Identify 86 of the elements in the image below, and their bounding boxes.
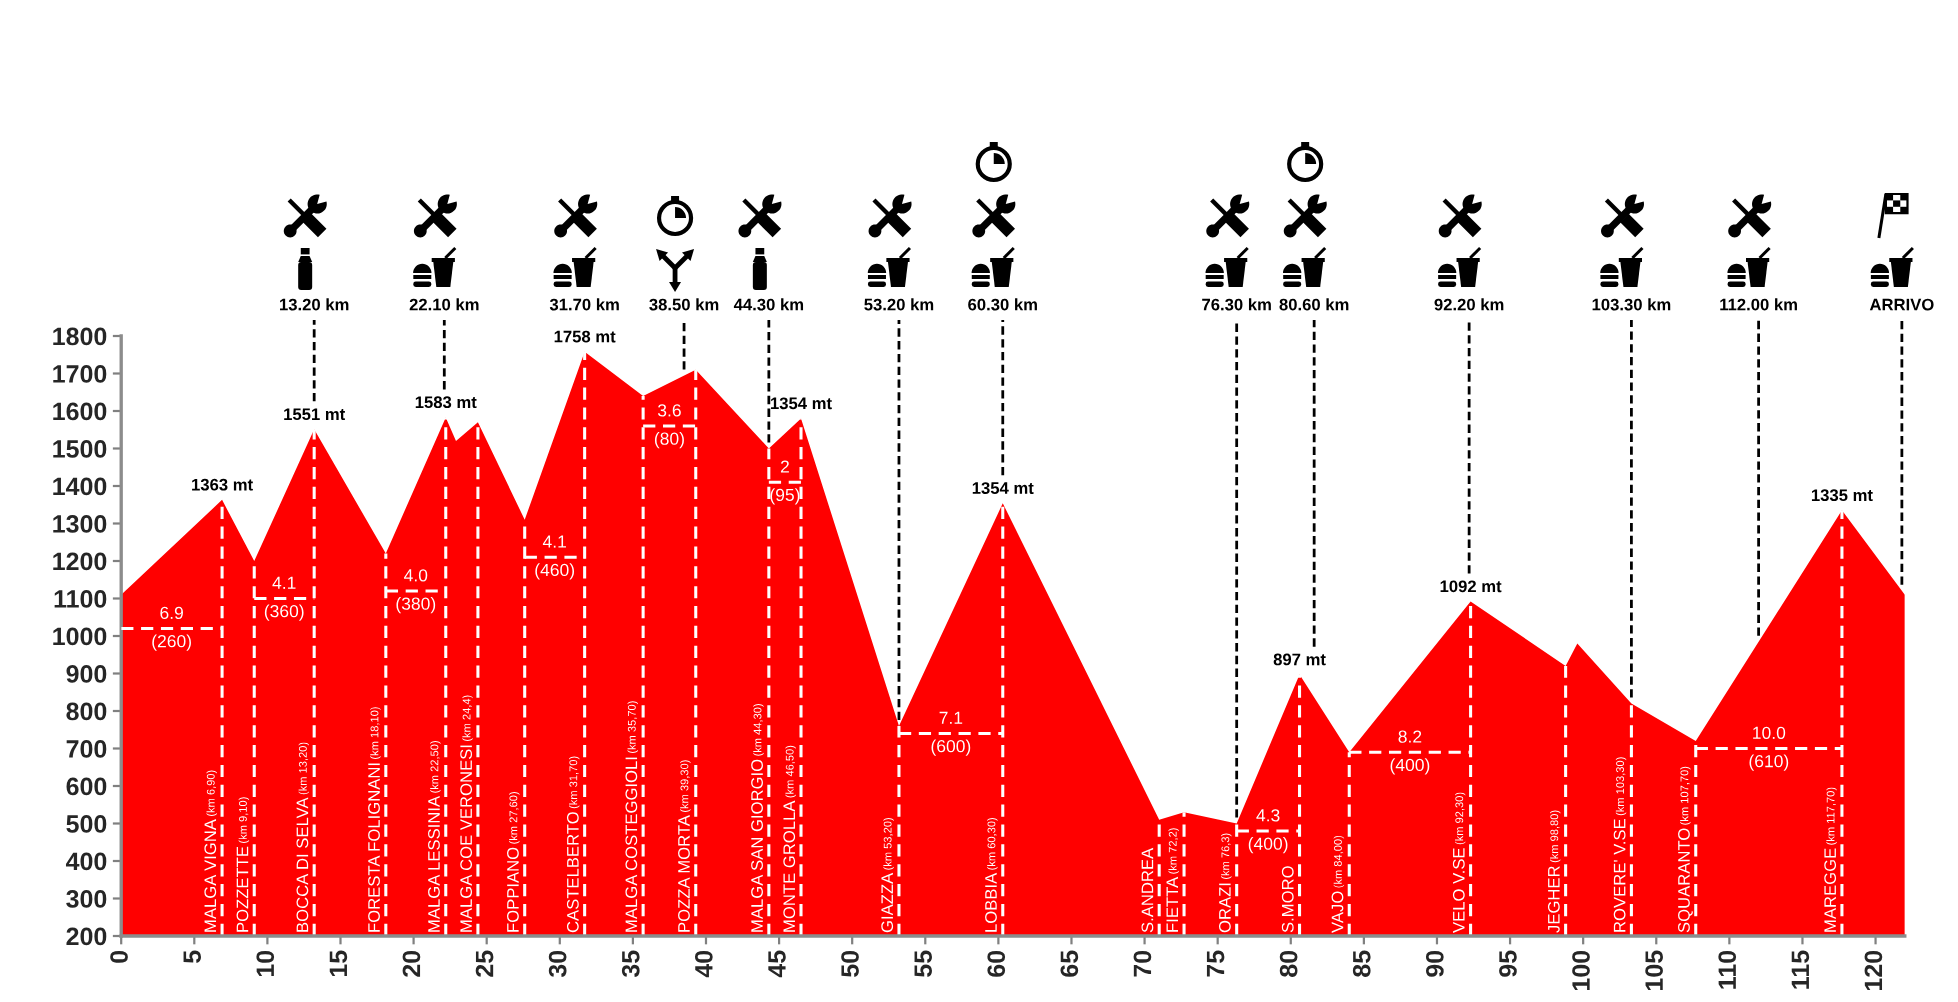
annotation: 897 mt [1273, 653, 1326, 666]
y-tick-label: 400 [65, 852, 107, 871]
annotation: 10.0 [1753, 726, 1786, 740]
x-tick-label: 70 [1133, 950, 1152, 977]
y-tick-label: 800 [66, 702, 107, 721]
annotation: 4.3 [1256, 809, 1280, 822]
x-tick-label: 50 [841, 950, 859, 977]
x-tick-label: 40 [694, 950, 713, 978]
annotation: (460) [535, 563, 575, 580]
x-tick-label: 15 [329, 950, 348, 977]
y-tick-label: 300 [66, 890, 107, 908]
x-tick-label: 35 [621, 950, 640, 978]
annotation: (260) [152, 634, 191, 651]
x-tick-label: 65 [1060, 950, 1079, 977]
y-tick-label: 200 [66, 927, 107, 946]
x-tick-label: 110 [1718, 950, 1737, 989]
annotation: (360) [264, 604, 304, 621]
ref-line-label: 60.30 km [968, 298, 1037, 311]
annotation: 1092 mt [1440, 580, 1502, 593]
ref-line-label: S.MORO [1281, 866, 1294, 933]
y-tick-label: 500 [66, 815, 107, 833]
y-tick-label: 1100 [54, 590, 107, 608]
ref-line-label: ARRIVO [1869, 298, 1934, 311]
annotation: (380) [396, 597, 436, 614]
annotation: (600) [931, 739, 971, 756]
annotation: (95) [770, 488, 800, 505]
y-tick-label: 1700 [53, 365, 107, 383]
annotation: 4.1 [272, 576, 296, 589]
x-tick-label: 30 [548, 950, 567, 978]
annotation: (80) [654, 432, 684, 449]
annotation: (610) [1749, 754, 1789, 771]
ref-line-label: 103.30 km [1592, 298, 1671, 311]
x-tick-label: 100 [1572, 950, 1590, 991]
x-tick-label: 45 [768, 950, 786, 978]
ref-line-label: 92.20 km [1434, 298, 1504, 311]
annotation: 6.9 [160, 606, 183, 620]
x-tick-label: 85 [1352, 950, 1371, 977]
x-tick-label: 80 [1279, 950, 1298, 977]
ref-line-label: 76.30 km [1202, 298, 1271, 311]
x-tick-label: 5 [183, 950, 202, 964]
y-tick-label: 900 [66, 665, 107, 683]
annotation: 1354 mt [771, 397, 832, 410]
x-tick-label: 55 [914, 950, 932, 977]
ref-line-label: 44.30 km [733, 298, 804, 311]
y-tick-label: 1600 [53, 402, 107, 421]
ref-line-label: 80.60 km [1279, 298, 1349, 311]
annotation: 8.2 [1398, 730, 1422, 743]
y-tick-label: 1300 [53, 515, 107, 533]
x-tick-label: 120 [1864, 950, 1883, 991]
annotation: 4.0 [404, 569, 428, 582]
annotation: 1551 mt [284, 408, 346, 421]
y-tick-label: 700 [66, 740, 107, 758]
ref-line-label: 112.00 km [1720, 298, 1797, 311]
annotation: 31.70 km [549, 298, 619, 311]
annotation: 1354 mt [972, 482, 1034, 494]
y-tick-label: 1400 [53, 477, 107, 496]
annotation: 4.1 [542, 535, 566, 548]
annotation: (400) [1248, 837, 1288, 854]
x-tick-label: 25 [475, 950, 494, 977]
annotation: 1335 mt [1811, 489, 1873, 502]
ref-line-label: 13.20 km [280, 298, 349, 311]
y-tick-label: 600 [66, 777, 107, 796]
annotation: (400) [1390, 758, 1430, 775]
x-tick-label: 0 [110, 950, 128, 963]
x-tick-label: 95 [1499, 950, 1517, 977]
annotation: 1758 mt [554, 330, 616, 343]
ref-line-label: 53.20 km [864, 298, 934, 311]
y-tick-label: 1200 [53, 552, 107, 571]
y-tick-label: 1800 [53, 327, 107, 346]
y-tick-label: 1500 [53, 440, 107, 458]
ref-line-label: S.ANDREA [1141, 847, 1154, 933]
annotation: 3.6 [657, 404, 681, 417]
x-tick-label: 90 [1425, 950, 1444, 977]
x-tick-label: 75 [1206, 950, 1225, 977]
x-tick-label: 115 [1791, 950, 1810, 989]
x-tick-label: 10 [256, 950, 275, 977]
y-tick-label: 1000 [53, 627, 107, 646]
annotation: 2 [780, 460, 789, 473]
x-tick-label: 60 [987, 950, 1006, 977]
annotation: 1583 mt [415, 396, 477, 409]
ref-line-label: 38.50 km [649, 298, 719, 311]
x-tick-label: 20 [402, 950, 421, 977]
ref-line-label: 22.10 km [409, 298, 479, 311]
annotation: 7.1 [939, 711, 963, 724]
x-tick-label: 105 [1645, 950, 1663, 991]
annotation: 1363 mt [192, 478, 253, 491]
